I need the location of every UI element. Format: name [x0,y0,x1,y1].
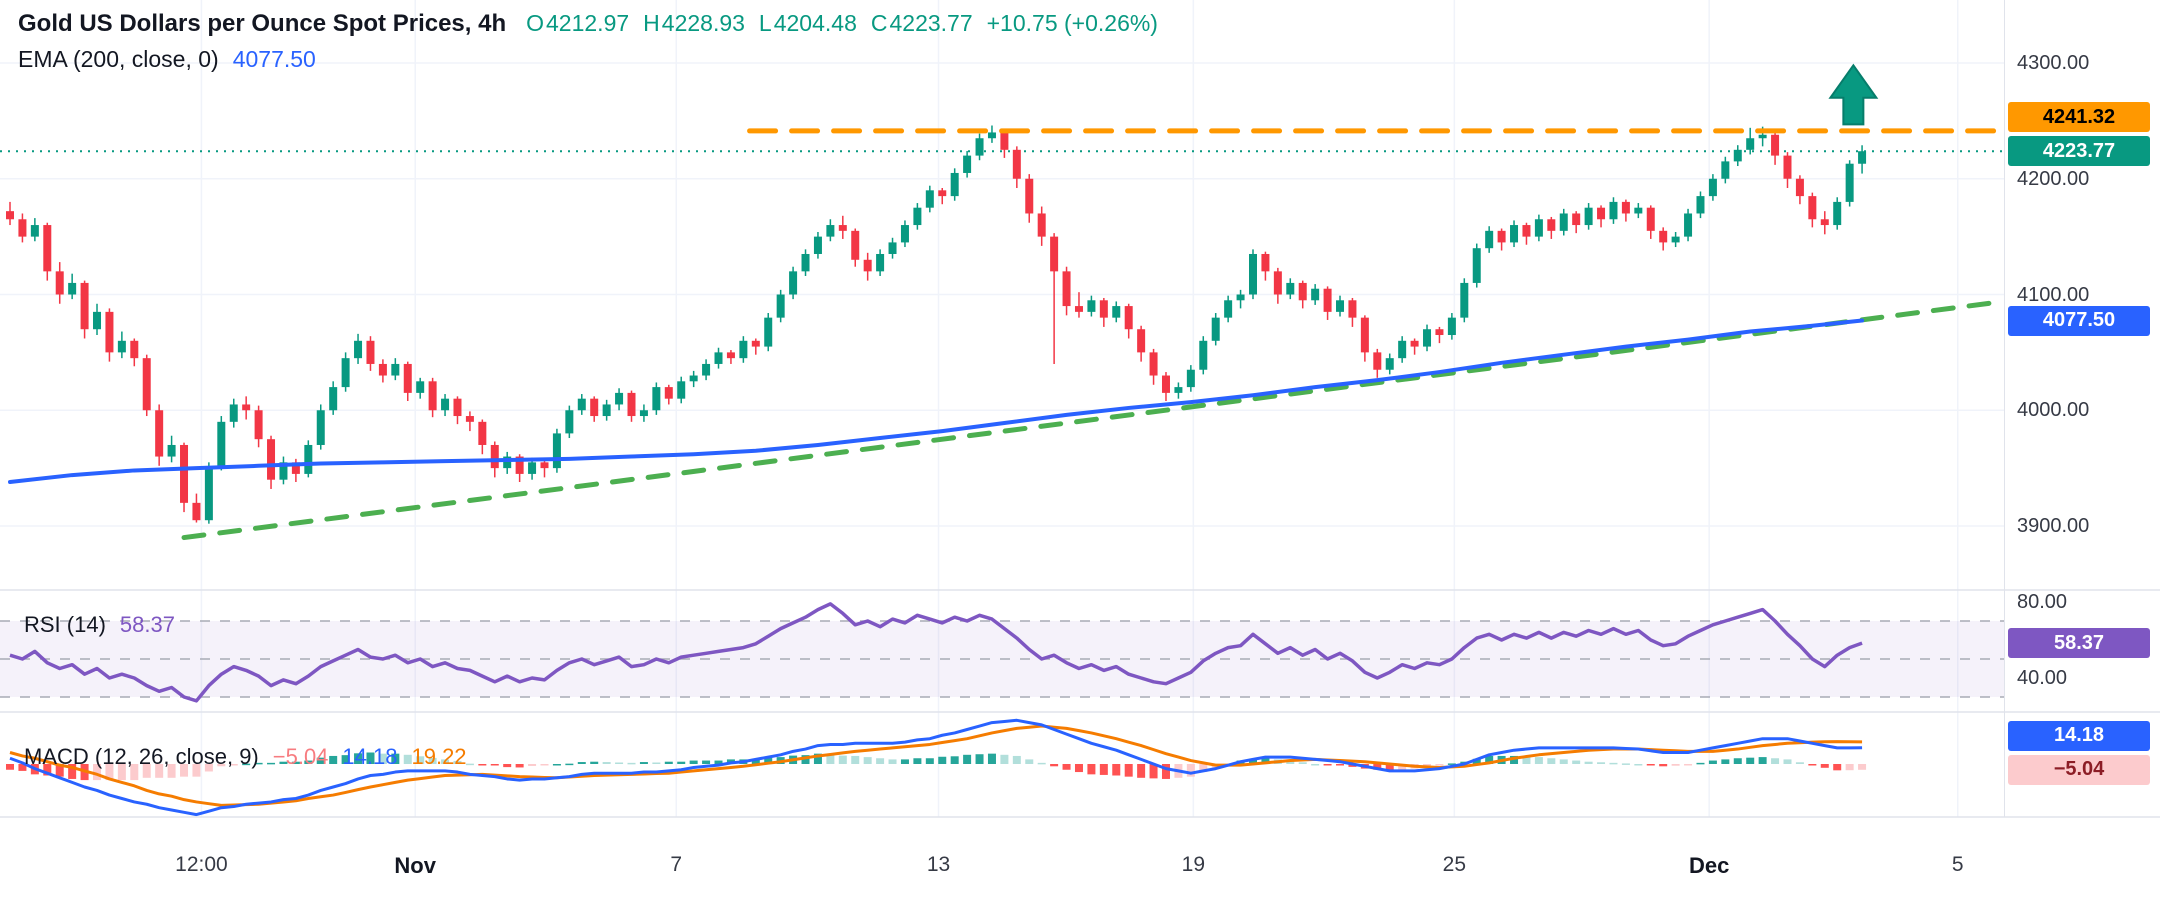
price-tick-label: 4100.00 [2017,283,2090,306]
trendline[interactable] [181,298,2007,541]
close-readout: C4223.77 [870,10,973,36]
price-tick-label: 3900.00 [2017,515,2090,537]
change-readout: +10.75 (+0.26%) [986,10,1158,36]
signal-line [9,724,1863,807]
macd-line [9,718,1863,817]
macd-line-value: 14.18 [342,744,398,769]
rsi-line [9,602,1863,703]
time-axis-label: 13 [926,853,951,876]
time-axis-label: Nov [394,853,436,878]
pane-separators [0,589,2160,818]
macd-signal-value: 19.22 [411,744,467,769]
time-axis-label: 5 [1951,853,1964,876]
ema-label: EMA (200, close, 0) [18,46,219,72]
ema-value: 4077.50 [232,46,316,72]
time-axis[interactable]: 12:00 Nov 7 13 19 25 Dec 5 [0,817,2160,902]
resistance-price-badge: 4241.32 [2008,102,2150,133]
rsi-legend[interactable]: RSI (14) 58.37 [24,612,175,638]
ema-price-badge: 4077.50 [2008,305,2150,336]
macd-label: MACD (12, 26, close, 9) [24,744,259,769]
rsi-label: RSI (14) [24,612,106,637]
price-axis[interactable]: 4300.00 4200.00 4100.00 4000.00 3900.00 80.00… [2004,0,2160,817]
high-readout: H4228.93 [643,10,745,36]
macd-legend[interactable]: MACD (12, 26, close, 9) −5.04 14.18 19.2… [24,744,467,770]
symbol-title: Gold US Dollars per Ounce Spot Prices, 4… [18,10,507,37]
last-price-badge: 4223.77 [2008,136,2150,167]
candles [6,125,1867,524]
macd-hist-value: −5.04 [272,744,329,769]
time-axis-label: 25 [1442,853,1467,876]
time-axis-label: 12:00 [175,853,228,876]
macd-value-badge: 14.18 [2008,720,2150,751]
price-tick-label: 4200.00 [2017,167,2090,190]
time-axis-label: Dec [1688,853,1730,878]
ema-line[interactable] [8,318,1865,485]
ema-legend[interactable]: EMA (200, close, 0) 4077.50 [18,46,316,73]
price-tick-label: 4300.00 [2017,52,2090,74]
macd-hist-badge: −5.04 [2008,754,2150,785]
macd-histogram [6,752,1867,781]
time-axis-label: 19 [1181,853,1206,876]
rsi-tick-label: 40.00 [2017,667,2068,689]
time-axis-label: 7 [670,853,683,876]
rsi-band [0,620,2004,698]
rsi-tick-label: 80.00 [2017,591,2068,613]
open-readout: O4212.97 [526,10,630,36]
symbol-legend[interactable]: Gold US Dollars per Ounce Spot Prices, 4… [18,10,1158,38]
low-readout: L4204.48 [758,10,857,36]
rsi-value-badge: 58.37 [2008,628,2150,659]
rsi-value: 58.37 [119,612,175,637]
price-tick-label: 4000.00 [2017,399,2090,422]
up-arrow-drawing[interactable] [1828,63,1879,126]
